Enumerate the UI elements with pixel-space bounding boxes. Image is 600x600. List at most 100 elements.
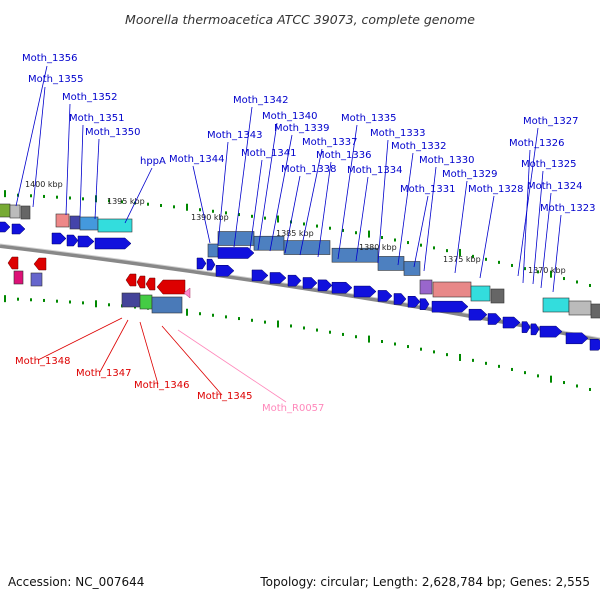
scale-label: 1375 kbp (443, 255, 481, 264)
feature-box (9, 204, 21, 219)
gene-label-forward: Moth_1341 (241, 148, 296, 159)
leader-line (94, 138, 100, 220)
operon-segment (403, 261, 421, 276)
leader-line (355, 176, 369, 262)
kbp-tick (212, 313, 214, 317)
leader-line (65, 103, 71, 216)
kbp-tick (264, 320, 266, 324)
kbp-tick (69, 300, 71, 304)
kbp-tick (485, 361, 487, 365)
gene-arrow-forward (539, 325, 563, 338)
genome-stats-text: Topology: circular; Length: 2,628,784 bp… (259, 575, 590, 589)
gene-label-forward: Moth_1333 (370, 128, 425, 139)
gene-label-forward: Moth_1331 (400, 184, 455, 195)
kbp-tick (550, 270, 552, 278)
gene-label-reverse: Moth_1348 (15, 356, 70, 367)
gene-arrow-forward (530, 323, 540, 336)
gene-arrow-forward (377, 290, 393, 302)
operon-segment (377, 256, 405, 271)
gene-arrow-reverse (125, 273, 137, 287)
leader-line (413, 195, 429, 268)
leader-line (124, 167, 153, 224)
leader-line (269, 134, 293, 252)
kbp-tick (108, 199, 110, 203)
gene-label-forward: Moth_1329 (442, 169, 497, 180)
feature-box (590, 303, 600, 319)
kbp-tick (277, 215, 279, 223)
scale-label: 1385 kbp (276, 229, 314, 238)
gene-arrow-reverse (7, 256, 19, 270)
kbp-tick (576, 384, 578, 388)
gene-arrow-reverse (156, 279, 186, 295)
kbp-tick (511, 367, 513, 371)
gene-arrow-forward (94, 237, 132, 250)
feature-box (490, 288, 505, 304)
kbp-tick (238, 213, 240, 217)
leader-line (284, 175, 301, 254)
kbp-tick (537, 374, 539, 378)
gene-arrow-forward (77, 235, 95, 248)
gene-arrow-forward (468, 308, 488, 321)
kbp-tick (290, 324, 292, 328)
kbp-tick (251, 318, 253, 322)
kbp-tick (407, 345, 409, 349)
feature-box (20, 205, 31, 220)
gene-arrow-forward (217, 247, 255, 259)
gene-label-forward: Moth_1335 (341, 113, 396, 124)
kbp-tick-ring-outer (4, 190, 591, 287)
kbp-tick (576, 280, 578, 284)
gene-label-forward: Moth_1327 (523, 116, 578, 127)
kbp-tick (56, 299, 58, 303)
gene-arrow-forward (206, 258, 216, 271)
feature-box (30, 272, 43, 287)
label-leaders (15, 65, 562, 403)
leader-line (337, 124, 358, 260)
leader-line (257, 122, 278, 251)
feature-box (419, 279, 433, 295)
kbp-tick (381, 236, 383, 240)
kbp-tick (4, 190, 6, 198)
gene-arrow-forward (393, 293, 407, 305)
kbp-tick (147, 202, 149, 206)
gene-label-forward: Moth_1336 (316, 150, 371, 161)
gene-label-forward: hppA (140, 156, 166, 167)
kbp-tick (238, 317, 240, 321)
kbp-tick (459, 248, 461, 256)
gene-label-forward: Moth_1323 (540, 203, 595, 214)
kbp-tick (498, 364, 500, 368)
gene-label-forward: Moth_1328 (468, 184, 523, 195)
scale-label: 1400 kbp (25, 180, 63, 189)
gene-label-forward: Moth_1337 (302, 137, 357, 148)
gene-label-forward: Moth_1324 (527, 181, 582, 192)
leader-line (299, 148, 323, 256)
kbp-tick (355, 231, 357, 235)
kbp-tick (407, 241, 409, 245)
feature-box (55, 213, 70, 228)
gene-arrow-forward (215, 265, 235, 277)
feature-box (69, 215, 81, 230)
kbp-tick (433, 246, 435, 250)
gene-labels: Moth_1356 Moth_1355 Moth_1352 Moth_1351 Moth… (15, 53, 595, 414)
kbp-tick (498, 260, 500, 264)
gene-arrow-forward (502, 316, 521, 329)
feature-box (542, 297, 570, 313)
gene-arrow-forward (269, 272, 287, 284)
gene-label-forward: Moth_1342 (233, 95, 288, 106)
gene-label-forward: Moth_1355 (28, 74, 83, 85)
gene-arrow-forward (565, 332, 589, 345)
kbp-tick (368, 335, 370, 343)
kbp-tick (420, 243, 422, 247)
gene-label-forward: Moth_1352 (62, 92, 117, 103)
kbp-tick (550, 375, 552, 383)
gene-arrow-reverse (136, 275, 146, 289)
kbp-tick (43, 298, 45, 302)
kbp-tick (472, 254, 474, 258)
gene-label-forward: Moth_1356 (22, 53, 77, 64)
kbp-tick (186, 308, 188, 316)
kbp-tick (589, 387, 591, 391)
leader-line (522, 149, 531, 284)
kbp-tick (160, 203, 162, 207)
leader-line (454, 180, 468, 274)
gene-label-forward: Moth_1330 (419, 155, 474, 166)
